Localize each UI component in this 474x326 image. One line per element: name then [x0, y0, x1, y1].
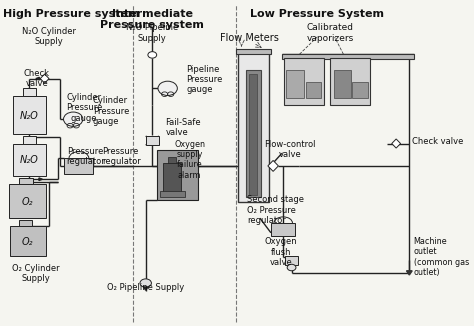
Bar — [10, 226, 46, 256]
Bar — [19, 178, 33, 184]
Bar — [168, 156, 176, 163]
Bar — [249, 74, 257, 196]
Bar — [13, 143, 46, 176]
Text: Low Pressure System: Low Pressure System — [250, 9, 384, 19]
Text: Flow Meters: Flow Meters — [219, 33, 278, 43]
Circle shape — [140, 279, 151, 287]
Bar — [236, 49, 271, 54]
Bar — [23, 136, 36, 143]
Bar — [163, 163, 181, 194]
Text: Cylinder
Pressure
gauge: Cylinder Pressure gauge — [93, 96, 129, 126]
Bar — [9, 184, 46, 218]
Polygon shape — [392, 139, 401, 148]
Text: N₂O Pipeline
Supply: N₂O Pipeline Supply — [126, 23, 178, 43]
Bar — [271, 223, 295, 236]
Text: Check valve: Check valve — [411, 137, 463, 146]
Circle shape — [148, 52, 157, 58]
Bar — [284, 57, 324, 105]
Bar — [285, 256, 298, 265]
Text: O₂: O₂ — [21, 237, 33, 246]
Polygon shape — [144, 287, 148, 290]
Polygon shape — [40, 74, 49, 83]
Text: Fail-Safe
valve: Fail-Safe valve — [165, 118, 201, 137]
Text: Machine
outlet
(common gas
outlet): Machine outlet (common gas outlet) — [414, 237, 469, 277]
Bar — [306, 82, 321, 98]
Text: High Pressure system: High Pressure system — [3, 9, 139, 19]
Polygon shape — [268, 160, 278, 171]
Text: Cylinder
Pressure
gauge: Cylinder Pressure gauge — [66, 93, 102, 123]
Bar — [246, 70, 261, 197]
Circle shape — [64, 112, 83, 126]
Bar — [286, 70, 304, 98]
Polygon shape — [407, 271, 412, 275]
Polygon shape — [39, 178, 43, 181]
Text: Calibrated
vaporizers: Calibrated vaporizers — [307, 23, 354, 43]
Bar — [334, 70, 351, 98]
Text: O₂: O₂ — [21, 197, 33, 207]
Text: Check
valve: Check valve — [24, 69, 50, 88]
Text: Pipeline
Pressure
gauge: Pipeline Pressure gauge — [186, 65, 222, 95]
Text: Oxygen
supply
failure
alarm: Oxygen supply failure alarm — [174, 140, 205, 180]
Bar — [146, 136, 159, 145]
Bar — [330, 57, 370, 105]
Bar — [352, 82, 368, 98]
Text: N₂O: N₂O — [20, 111, 38, 121]
Text: Pressure
regulator: Pressure regulator — [102, 147, 140, 166]
Text: Intermediate
Pressure system: Intermediate Pressure system — [100, 9, 204, 30]
Bar — [23, 88, 36, 96]
Bar — [160, 191, 185, 197]
Text: N₂O: N₂O — [20, 155, 38, 165]
Bar — [13, 96, 46, 134]
Bar — [157, 150, 199, 200]
Text: N₂O Cylinder
Supply: N₂O Cylinder Supply — [22, 27, 76, 46]
Bar — [19, 220, 32, 226]
Text: Second stage
O₂ Pressure
regulator: Second stage O₂ Pressure regulator — [247, 195, 304, 225]
Text: O₂ Cylinder
Supply: O₂ Cylinder Supply — [12, 264, 60, 283]
Text: O₂ Pipeline Supply: O₂ Pipeline Supply — [107, 284, 184, 292]
Polygon shape — [36, 77, 39, 80]
Text: Pressure
regulator: Pressure regulator — [66, 147, 105, 166]
Text: Flow-control
valve: Flow-control valve — [264, 140, 316, 159]
Text: Oxygen
flush
valve: Oxygen flush valve — [264, 237, 297, 267]
Bar — [64, 158, 93, 174]
Bar — [282, 54, 414, 59]
Bar — [238, 52, 269, 202]
Circle shape — [287, 264, 296, 271]
Circle shape — [158, 81, 177, 96]
